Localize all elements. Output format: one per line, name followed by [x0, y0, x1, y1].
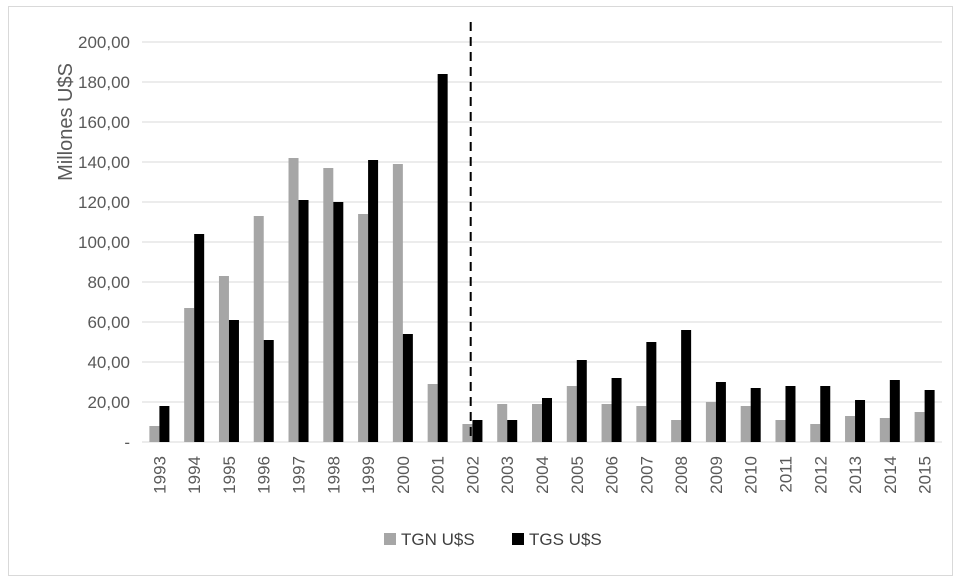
x-tick-label: 2005 [568, 456, 587, 494]
x-tick-label: 2009 [707, 456, 726, 494]
x-tick-label: 1998 [324, 456, 343, 494]
x-tick-label: 2006 [603, 456, 622, 494]
bar-tgn-1994 [184, 308, 195, 442]
bar-tgs-2010 [750, 388, 761, 442]
bar-tgs-2012 [820, 386, 831, 442]
bar-tgn-1993 [149, 426, 160, 442]
bar-tgs-2005 [576, 360, 587, 442]
x-tick-label: 2001 [429, 456, 448, 494]
x-tick-label: 2014 [881, 456, 900, 494]
bar-tgs-2008 [681, 330, 692, 442]
bar-tgs-2013 [855, 400, 866, 442]
bar-tgn-2013 [845, 416, 856, 442]
x-tick-label: 2010 [742, 456, 761, 494]
bars [149, 74, 935, 442]
bar-tgs-1997 [298, 200, 309, 442]
bar-tgn-2001 [427, 384, 438, 442]
bar-tgs-2006 [611, 378, 622, 442]
bar-tgn-2012 [810, 424, 821, 442]
bar-tgs-2003 [507, 420, 518, 442]
y-tick-label: 140,00 [78, 153, 130, 172]
bar-tgs-1998 [333, 202, 344, 442]
x-tick-label: 2003 [498, 456, 517, 494]
bar-tgs-2001 [437, 74, 448, 442]
bar-tgs-2009 [715, 382, 726, 442]
y-tick-label: 60,00 [87, 313, 130, 332]
bar-tgn-2009 [705, 402, 716, 442]
x-tick-label: 1995 [220, 456, 239, 494]
y-tick-label: 100,00 [78, 233, 130, 252]
bar-tgs-2002 [472, 420, 483, 442]
x-tick-label: 2015 [916, 456, 935, 494]
bar-tgs-1993 [159, 406, 170, 442]
x-tick-label: 2007 [637, 456, 656, 494]
bar-tgn-2007 [636, 406, 647, 442]
x-tick-label: 1996 [255, 456, 274, 494]
bar-tgs-2000 [402, 334, 413, 442]
bar-tgn-2015 [914, 412, 925, 442]
y-tick-label: 180,00 [78, 73, 130, 92]
legend-label: TGS U$S [529, 530, 602, 549]
x-tick-label: 2011 [776, 456, 795, 493]
bar-tgs-1995 [228, 320, 239, 442]
x-tick-label: 1997 [290, 456, 309, 494]
bar-tgn-1998 [323, 168, 334, 442]
bar-tgn-2008 [671, 420, 682, 442]
y-axis-ticks: - 20,00 40,00 60,00 80,00 100,00 120,00 140,00 1… [78, 33, 130, 452]
bar-tgn-1999 [358, 214, 369, 442]
bar-tgn-2006 [601, 404, 612, 442]
bar-tgs-2007 [646, 342, 657, 442]
legend-swatch [384, 533, 396, 545]
bar-tgs-1999 [368, 160, 379, 442]
bar-tgn-2003 [497, 404, 508, 442]
bar-tgn-1997 [288, 158, 299, 442]
bar-tgs-1994 [194, 234, 205, 442]
y-tick-label: 200,00 [78, 33, 130, 52]
x-tick-label: 2002 [463, 456, 482, 494]
legend: TGN U$S TGS U$S [384, 530, 602, 549]
bar-tgn-1996 [253, 216, 264, 442]
bar-tgn-2005 [566, 386, 577, 442]
bar-tgn-2011 [775, 420, 786, 442]
y-tick-label: 40,00 [87, 353, 130, 372]
bar-tgn-1995 [218, 276, 229, 442]
bar-tgn-2014 [879, 418, 890, 442]
y-tick-label: 120,00 [78, 193, 130, 212]
legend-label: TGN U$S [401, 530, 475, 549]
x-axis-ticks: 1993 1994 1995 1996 1997 1998 1999 2000 2001 2002… [150, 456, 934, 494]
bar-tgn-2002 [462, 424, 473, 442]
x-tick-label: 1999 [359, 456, 378, 494]
y-tick-label: - [124, 433, 130, 452]
y-tick-label: 160,00 [78, 113, 130, 132]
x-tick-label: 2008 [672, 456, 691, 494]
x-tick-label: 2000 [394, 456, 413, 494]
bar-tgs-2015 [924, 390, 935, 442]
y-tick-label: 20,00 [87, 393, 130, 412]
bar-tgs-2011 [785, 386, 796, 442]
bar-tgn-2004 [532, 404, 542, 442]
x-tick-label: 2013 [846, 456, 865, 494]
y-tick-label: 80,00 [87, 273, 130, 292]
bar-tgs-2004 [542, 398, 552, 442]
bar-tgs-1996 [263, 340, 274, 442]
y-axis-title: Millones U$S [55, 63, 77, 181]
x-tick-label: 1994 [185, 456, 204, 494]
bar-tgn-2000 [392, 164, 403, 442]
x-tick-label: 1993 [150, 456, 169, 494]
bar-tgs-2014 [889, 380, 900, 442]
gridlines [142, 41, 942, 443]
x-tick-label: 2004 [533, 456, 552, 494]
x-tick-label: 2012 [811, 456, 830, 494]
bar-tgn-2010 [740, 406, 751, 442]
legend-swatch [512, 533, 524, 545]
chart-frame [8, 6, 953, 576]
